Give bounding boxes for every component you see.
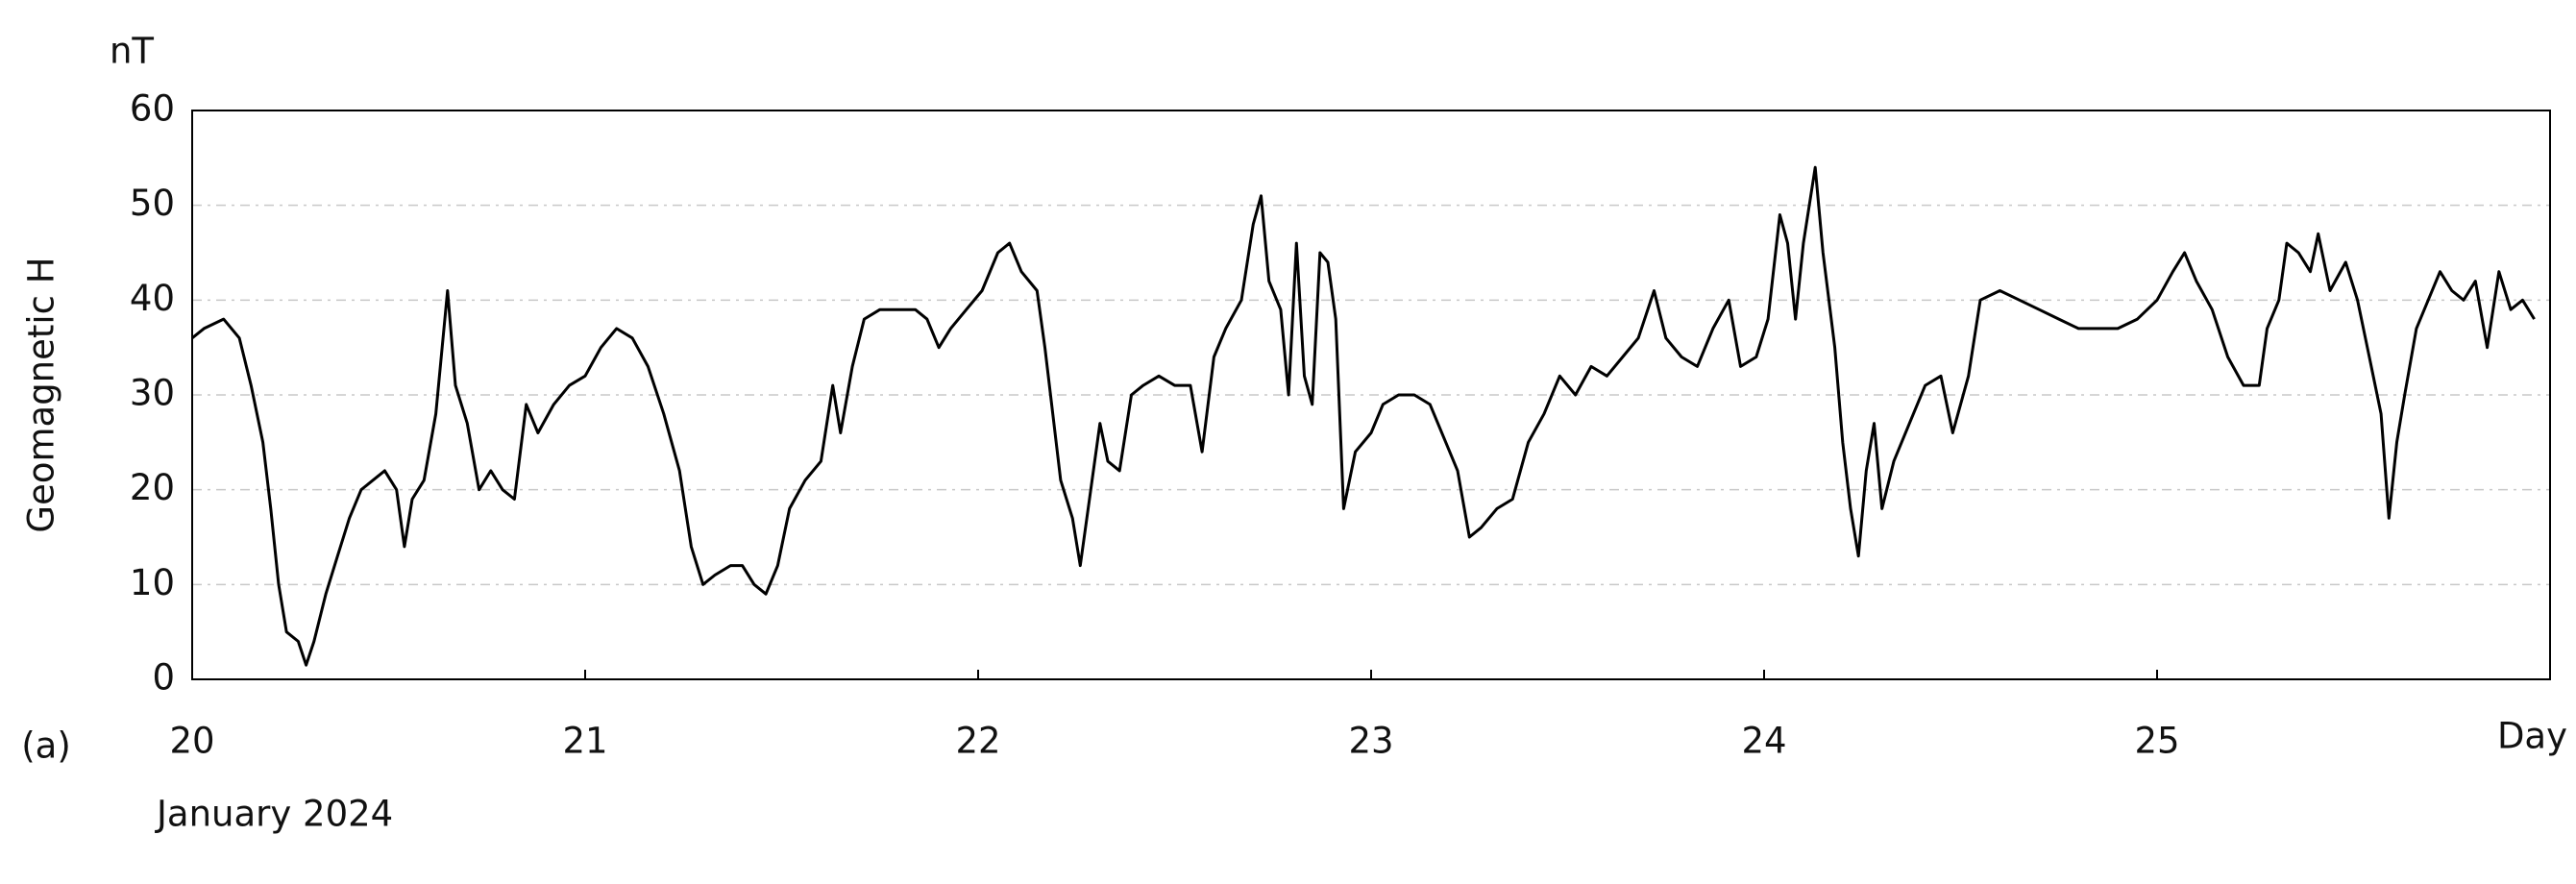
y-axis-label: Geomagnetic H [21,257,62,532]
plot-frame [191,110,2551,680]
y-tick-label: 60 [130,88,175,130]
x-tick-label: 21 [562,721,607,762]
data-line [191,165,2536,667]
x-tick-label: 23 [1348,721,1393,762]
y-tick-label: 20 [130,467,175,508]
y-tick-label: 40 [130,278,175,319]
y-tick-label: 10 [130,562,175,603]
y-unit: nT [110,31,154,72]
y-tick-label: 30 [130,373,175,414]
y-tick-label: 50 [130,183,175,224]
x-tick-label: 20 [169,721,214,762]
x-axis-label: Day [2497,716,2567,757]
x-tick-label: 24 [1741,721,1786,762]
date-label: January 2024 [155,794,393,835]
panel-label: (a) [21,725,71,767]
x-tick-label: 22 [955,721,1000,762]
x-tick-label: 25 [2134,721,2179,762]
y-tick-label: 0 [152,657,175,699]
